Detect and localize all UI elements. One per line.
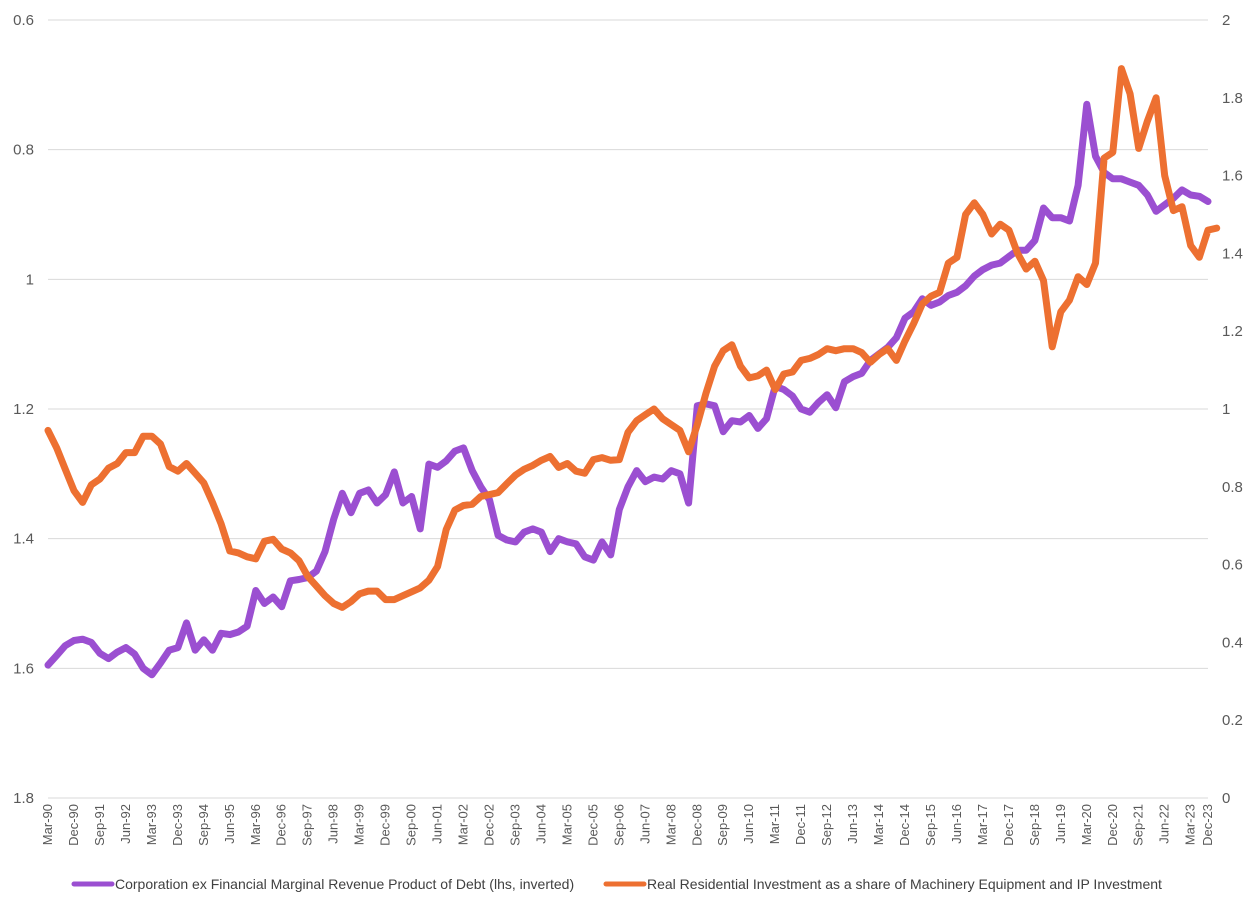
right-axis: 0 0.2 0.4 0.6 0.8 1 1.2 1.4 1.6 1.8 2 xyxy=(1222,12,1243,807)
x-tick-label: Sep-18 xyxy=(1027,804,1042,846)
x-tick-label: Dec-23 xyxy=(1200,804,1215,846)
x-tick-label: Mar-90 xyxy=(40,804,55,845)
right-tick-label: 0 xyxy=(1222,790,1230,807)
x-axis: Mar-90 Dec-90 Sep-91 Jun-92 Mar-93 Dec-93 Sep-… xyxy=(40,804,1215,846)
x-tick-label: Mar-02 xyxy=(456,804,471,845)
series-line-residential-investment xyxy=(44,65,1221,611)
right-tick-label: 1.6 xyxy=(1222,168,1243,185)
legend-label-residential-investment: Real Residential Investment as a share o… xyxy=(647,876,1162,892)
x-tick-label: Sep-97 xyxy=(300,804,315,846)
x-tick-label: Dec-93 xyxy=(170,804,185,846)
x-tick-label: Jun-98 xyxy=(326,804,341,844)
x-tick-label: Sep-21 xyxy=(1131,804,1146,846)
x-tick-label: Jun-92 xyxy=(118,804,133,844)
right-tick-label: 0.6 xyxy=(1222,557,1243,574)
series-line-marginal-revenue xyxy=(44,100,1212,679)
right-tick-label: 0.4 xyxy=(1222,634,1243,651)
x-tick-label: Jun-19 xyxy=(1053,804,1068,844)
x-tick-label: Dec-14 xyxy=(897,804,912,846)
x-tick-label: Mar-17 xyxy=(975,804,990,845)
x-tick-label: Dec-05 xyxy=(585,804,600,846)
x-tick-label: Jun-95 xyxy=(222,804,237,844)
x-tick-label: Mar-99 xyxy=(352,804,367,845)
x-tick-label: Jun-22 xyxy=(1157,804,1172,844)
x-tick-label: Mar-14 xyxy=(871,804,886,845)
x-tick-label: Jun-10 xyxy=(741,804,756,844)
x-tick-label: Dec-90 xyxy=(66,804,81,846)
left-tick-label: 1.6 xyxy=(13,660,34,677)
left-tick-label: 0.8 xyxy=(13,142,34,159)
right-tick-label: 1.4 xyxy=(1222,245,1243,262)
x-tick-label: Sep-91 xyxy=(92,804,107,846)
x-tick-label: Sep-12 xyxy=(819,804,834,846)
x-tick-label: Jun-13 xyxy=(845,804,860,844)
x-tick-label: Mar-20 xyxy=(1079,804,1094,845)
x-tick-label: Dec-02 xyxy=(481,804,496,846)
x-tick-label: Jun-16 xyxy=(949,804,964,844)
x-tick-label: Sep-15 xyxy=(923,804,938,846)
left-axis: 0.6 0.8 1 1.2 1.4 1.6 1.8 xyxy=(13,12,34,807)
right-tick-label: 1 xyxy=(1222,401,1230,418)
x-tick-label: Sep-94 xyxy=(196,804,211,846)
x-tick-label: Mar-05 xyxy=(559,804,574,845)
x-tick-label: Sep-03 xyxy=(507,804,522,846)
x-tick-label: Sep-00 xyxy=(404,804,419,846)
x-tick-label: Mar-93 xyxy=(144,804,159,845)
x-tick-label: Dec-17 xyxy=(1001,804,1016,846)
legend: Corporation ex Financial Marginal Revenu… xyxy=(71,876,1162,892)
gridlines xyxy=(48,19,1208,799)
left-tick-label: 0.6 xyxy=(13,12,34,29)
x-tick-label: Mar-11 xyxy=(767,804,782,844)
x-tick-label: Dec-20 xyxy=(1105,804,1120,846)
x-tick-label: Dec-96 xyxy=(274,804,289,846)
left-tick-label: 1 xyxy=(26,271,34,288)
right-tick-label: 0.2 xyxy=(1222,712,1243,729)
x-tick-label: Jun-07 xyxy=(637,804,652,844)
right-tick-label: 2 xyxy=(1222,12,1230,29)
x-tick-label: Mar-08 xyxy=(663,804,678,845)
left-tick-label: 1.4 xyxy=(13,531,34,548)
x-tick-label: Dec-99 xyxy=(378,804,393,846)
x-tick-label: Sep-09 xyxy=(715,804,730,846)
x-tick-label: Dec-11 xyxy=(793,804,808,845)
left-tick-label: 1.8 xyxy=(13,790,34,807)
legend-label-marginal-revenue: Corporation ex Financial Marginal Revenu… xyxy=(115,876,574,892)
x-tick-label: Sep-06 xyxy=(611,804,626,846)
series-lines xyxy=(44,65,1221,679)
x-tick-label: Mar-23 xyxy=(1183,804,1198,845)
right-tick-label: 0.8 xyxy=(1222,479,1243,496)
x-tick-label: Jun-01 xyxy=(430,804,445,844)
left-tick-label: 1.2 xyxy=(13,401,34,418)
right-tick-label: 1.8 xyxy=(1222,90,1243,107)
x-tick-label: Mar-96 xyxy=(248,804,263,845)
x-tick-label: Dec-08 xyxy=(689,804,704,846)
x-tick-label: Jun-04 xyxy=(533,804,548,844)
right-tick-label: 1.2 xyxy=(1222,323,1243,340)
